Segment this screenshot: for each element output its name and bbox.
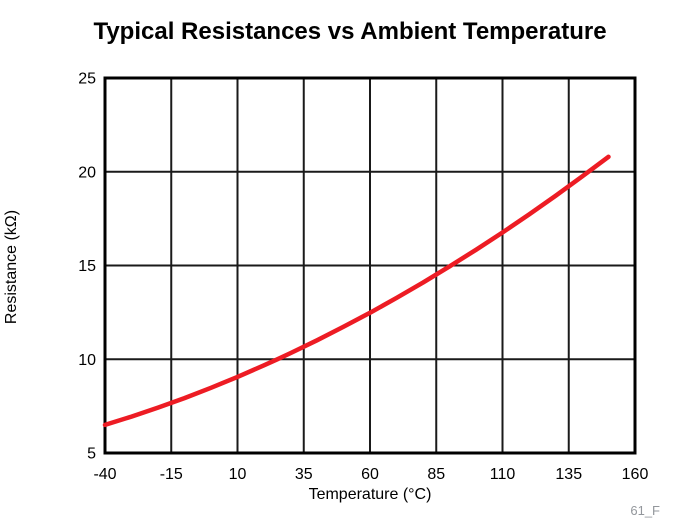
x-tick-label: 10	[229, 466, 247, 483]
x-axis-label: Temperature (°C)	[308, 486, 432, 503]
x-tick-label: 135	[555, 466, 582, 483]
y-axis-label: Resistance (kΩ)	[3, 209, 20, 325]
x-tick-label: 60	[361, 466, 379, 483]
x-tick-label: 85	[427, 466, 445, 483]
y-tick-label: 20	[78, 164, 96, 181]
y-tick-label: 25	[78, 71, 96, 88]
x-tick-label: 110	[490, 466, 516, 483]
x-tick-label: -15	[160, 466, 183, 483]
x-tick-label: 35	[295, 466, 313, 483]
chart-title: Typical Resistances vs Ambient Temperatu…	[93, 18, 607, 45]
figure-watermark: 61_F	[630, 503, 660, 518]
x-tick-label: -40	[93, 466, 116, 483]
y-tick-label: 5	[87, 446, 96, 463]
y-tick-label: 10	[78, 352, 96, 369]
y-tick-label: 15	[78, 258, 96, 275]
resistance-curve	[102, 154, 611, 428]
x-tick-label: 160	[622, 466, 649, 483]
plot-border	[103, 76, 637, 455]
